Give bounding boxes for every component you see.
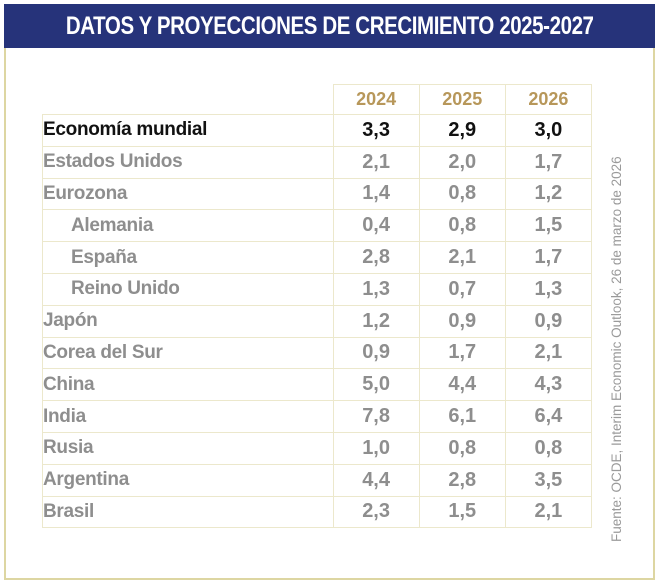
row-value: 0,4 bbox=[332, 209, 420, 243]
row-value: 1,2 bbox=[504, 177, 593, 211]
table-row: Economía mundial 3,3 2,9 3,0 bbox=[42, 114, 593, 147]
row-label: India bbox=[42, 400, 334, 433]
header-blank-cell bbox=[42, 84, 334, 115]
row-value: 1,3 bbox=[504, 272, 593, 306]
row-value: 4,4 bbox=[418, 368, 506, 402]
column-header-year: 2024 bbox=[332, 84, 420, 115]
row-value: 2,3 bbox=[332, 495, 420, 529]
row-value: 1,2 bbox=[332, 304, 420, 338]
row-value: 6,4 bbox=[504, 400, 593, 433]
table-row: Reino Unido 1,3 0,7 1,3 bbox=[42, 272, 593, 306]
row-value: 1,3 bbox=[332, 272, 420, 306]
row-value: 2,1 bbox=[504, 336, 593, 370]
table-row: Estados Unidos 2,1 2,0 1,7 bbox=[42, 145, 593, 179]
row-value: 4,4 bbox=[332, 463, 420, 497]
row-value: 3,3 bbox=[332, 114, 420, 147]
table-row: China 5,0 4,4 4,3 bbox=[42, 368, 593, 402]
row-label: Estados Unidos bbox=[42, 145, 334, 179]
table-row: India 7,8 6,1 6,4 bbox=[42, 400, 593, 433]
row-value: 0,9 bbox=[418, 304, 506, 338]
source-note: Fuente: OCDE, Interim Economic Outlook, … bbox=[609, 156, 624, 542]
row-value: 7,8 bbox=[332, 400, 420, 433]
row-value: 1,5 bbox=[418, 495, 506, 529]
table-row: Alemania 0,4 0,8 1,5 bbox=[42, 209, 593, 243]
row-value: 0,8 bbox=[418, 209, 506, 243]
row-value: 1,7 bbox=[504, 241, 593, 274]
row-label: Rusia bbox=[42, 431, 334, 465]
row-value: 0,9 bbox=[332, 336, 420, 370]
row-value: 0,8 bbox=[418, 177, 506, 211]
row-label: Japón bbox=[42, 304, 334, 338]
row-label: Eurozona bbox=[42, 177, 334, 211]
row-value: 2,9 bbox=[418, 114, 506, 147]
table-row: Eurozona 1,4 0,8 1,2 bbox=[42, 177, 593, 211]
row-value: 2,1 bbox=[504, 495, 593, 529]
row-value: 0,8 bbox=[504, 431, 593, 465]
table-row: Brasil 2,3 1,5 2,1 bbox=[42, 495, 593, 529]
row-value: 3,0 bbox=[504, 114, 593, 147]
row-value: 6,1 bbox=[418, 400, 506, 433]
row-value: 1,0 bbox=[332, 431, 420, 465]
table-header-row: 2024 2025 2026 bbox=[42, 84, 593, 115]
row-value: 0,9 bbox=[504, 304, 593, 338]
page-title: DATOS Y PROYECCIONES DE CRECIMIENTO 2025… bbox=[65, 11, 594, 40]
row-label: Corea del Sur bbox=[42, 336, 334, 370]
row-value: 1,5 bbox=[504, 209, 593, 243]
row-value: 3,5 bbox=[504, 463, 593, 497]
row-value: 1,4 bbox=[332, 177, 420, 211]
table-row: Corea del Sur 0,9 1,7 2,1 bbox=[42, 336, 593, 370]
row-value: 2,1 bbox=[418, 241, 506, 274]
row-label: Economía mundial bbox=[42, 114, 334, 147]
row-label: China bbox=[42, 368, 334, 402]
table-row: Rusia 1,0 0,8 0,8 bbox=[42, 431, 593, 465]
row-label: Argentina bbox=[42, 463, 334, 497]
row-value: 1,7 bbox=[504, 145, 593, 179]
row-value: 4,3 bbox=[504, 368, 593, 402]
table-row: España 2,8 2,1 1,7 bbox=[42, 241, 593, 274]
row-value: 0,7 bbox=[418, 272, 506, 306]
row-value: 2,8 bbox=[418, 463, 506, 497]
row-label: España bbox=[42, 241, 334, 274]
column-header-year: 2025 bbox=[418, 84, 506, 115]
table-row: Japón 1,2 0,9 0,9 bbox=[42, 304, 593, 338]
row-value: 0,8 bbox=[418, 431, 506, 465]
title-banner: DATOS Y PROYECCIONES DE CRECIMIENTO 2025… bbox=[4, 4, 655, 48]
row-value: 2,8 bbox=[332, 241, 420, 274]
row-label: Reino Unido bbox=[42, 272, 334, 306]
row-value: 5,0 bbox=[332, 368, 420, 402]
row-value: 2,0 bbox=[418, 145, 506, 179]
growth-table: 2024 2025 2026 Economía mundial 3,3 2,9 … bbox=[42, 84, 593, 529]
table-row: Argentina 4,4 2,8 3,5 bbox=[42, 463, 593, 497]
row-label: Alemania bbox=[42, 209, 334, 243]
row-label: Brasil bbox=[42, 495, 334, 529]
row-value: 2,1 bbox=[332, 145, 420, 179]
column-header-year: 2026 bbox=[504, 84, 593, 115]
row-value: 1,7 bbox=[418, 336, 506, 370]
